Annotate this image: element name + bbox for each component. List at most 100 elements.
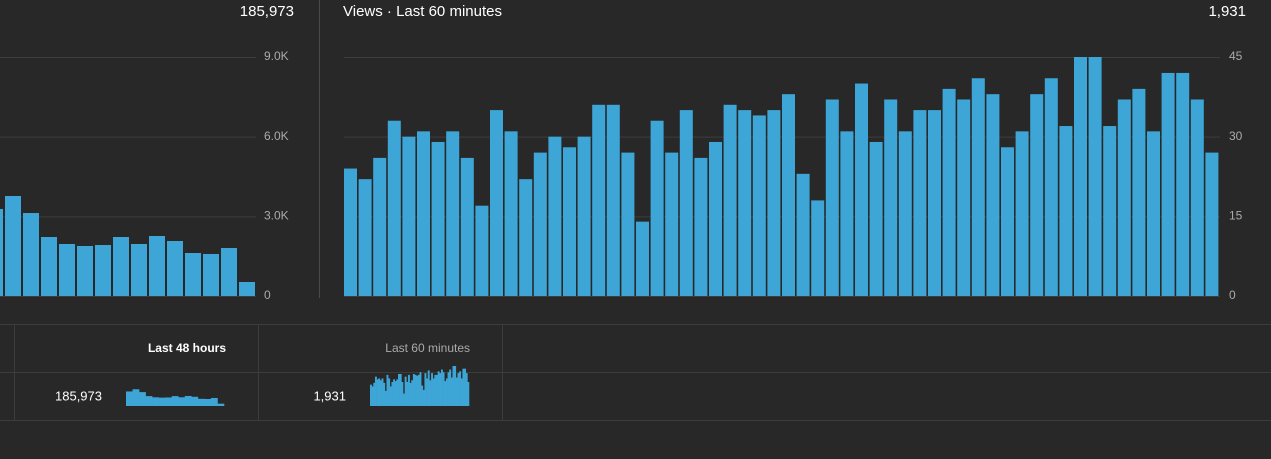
sparkline-bar [384,390,387,406]
bar [898,131,912,296]
sparkline-bar [412,374,415,406]
y-tick-label: 3.0K [264,209,289,223]
bar [1015,131,1029,296]
sparkline-bar [139,392,146,406]
sparkline-bar [388,378,391,406]
chart-title: Views · Last 60 minutes [343,3,502,20]
y-tick-label: 6.0K [264,129,289,143]
bar [95,245,111,296]
bar [149,236,165,296]
sparkline-bar [442,372,445,406]
sparkline-bar [462,368,465,406]
sparkline-bar [416,375,419,406]
bar [942,88,956,296]
sparkline-bar [449,369,452,406]
sparkline-bar [389,386,392,406]
sparkline-bar [422,390,425,406]
column-header[interactable]: Last 60 minutes [385,341,470,355]
sparkline-bar [401,382,404,406]
bar [41,236,57,296]
sparkline-bar [191,396,199,406]
bar [840,131,854,296]
bar [592,104,606,296]
cell-value: 185,973 [55,388,102,403]
bar [446,131,460,296]
sparkline-bar [197,398,205,406]
bar [1001,147,1014,296]
sparkline-bar [460,378,463,406]
y-tick-label: 0 [1229,288,1236,302]
sparkline-bar [440,369,443,406]
bar [738,110,752,296]
chart-total: 1,931 [1208,3,1246,20]
sparkline-bar [391,382,394,406]
bar [709,141,722,296]
sparkline-bar [379,380,382,406]
sparkline-bar [431,373,433,406]
bar [203,253,219,296]
bar [825,99,839,296]
sparkline-bar [447,372,450,406]
sparkline-bar [439,373,442,406]
sparkline-bar [407,374,410,406]
bar [358,179,372,296]
bar [782,94,795,296]
y-tick-label: 0 [264,288,271,302]
column-header[interactable]: Last 48 hours [148,341,226,355]
sparkline-bar [394,381,397,406]
bar [636,221,649,296]
sparkline-bar [371,386,374,406]
bar [1088,57,1102,296]
sparkline-bar [411,380,414,406]
sparkline-bar [378,378,381,406]
y-tick-label: 9.0K [264,49,289,63]
bar [679,110,693,296]
bar [5,195,21,296]
y-tick-label: 45 [1229,49,1243,63]
bar [1074,57,1087,296]
bar [971,78,985,296]
sparkline-bar [427,370,430,406]
bar [1030,94,1044,296]
sparkline-bar [455,377,458,406]
bar [548,136,562,296]
bar [767,110,781,296]
sparkline-bar [437,371,440,406]
bar [402,136,416,296]
sparkline-bar [132,389,140,406]
bar [519,179,533,296]
bar [504,131,518,296]
sparkline-bar [414,374,417,406]
chart-total: 185,973 [240,3,294,20]
sparkline-bar [373,382,376,406]
bar [928,110,941,296]
bar [475,205,489,296]
y-tick-label: 15 [1229,209,1243,223]
sparkline-bar [421,385,424,406]
bar [665,152,679,296]
sparkline-bar [409,382,412,406]
sparkline-bar [434,374,437,406]
sparkline-bar [424,373,427,406]
bar [752,115,766,296]
bar [913,110,927,296]
bar [694,157,708,296]
sparkline-bar [454,366,457,406]
bar [167,241,183,296]
bar [1103,126,1117,297]
sparkline-bar [396,379,399,406]
bar [1132,88,1146,296]
bar [1161,72,1175,296]
bar [460,157,474,296]
sparkline-bar [419,372,422,406]
sparkline-bar [210,397,218,406]
bar [723,104,737,296]
bar [387,120,401,296]
sparkline-bar [467,382,470,406]
sparkline-bar [171,396,179,406]
bar [957,99,971,296]
bar [239,282,255,296]
sparkline-bar [204,398,212,406]
